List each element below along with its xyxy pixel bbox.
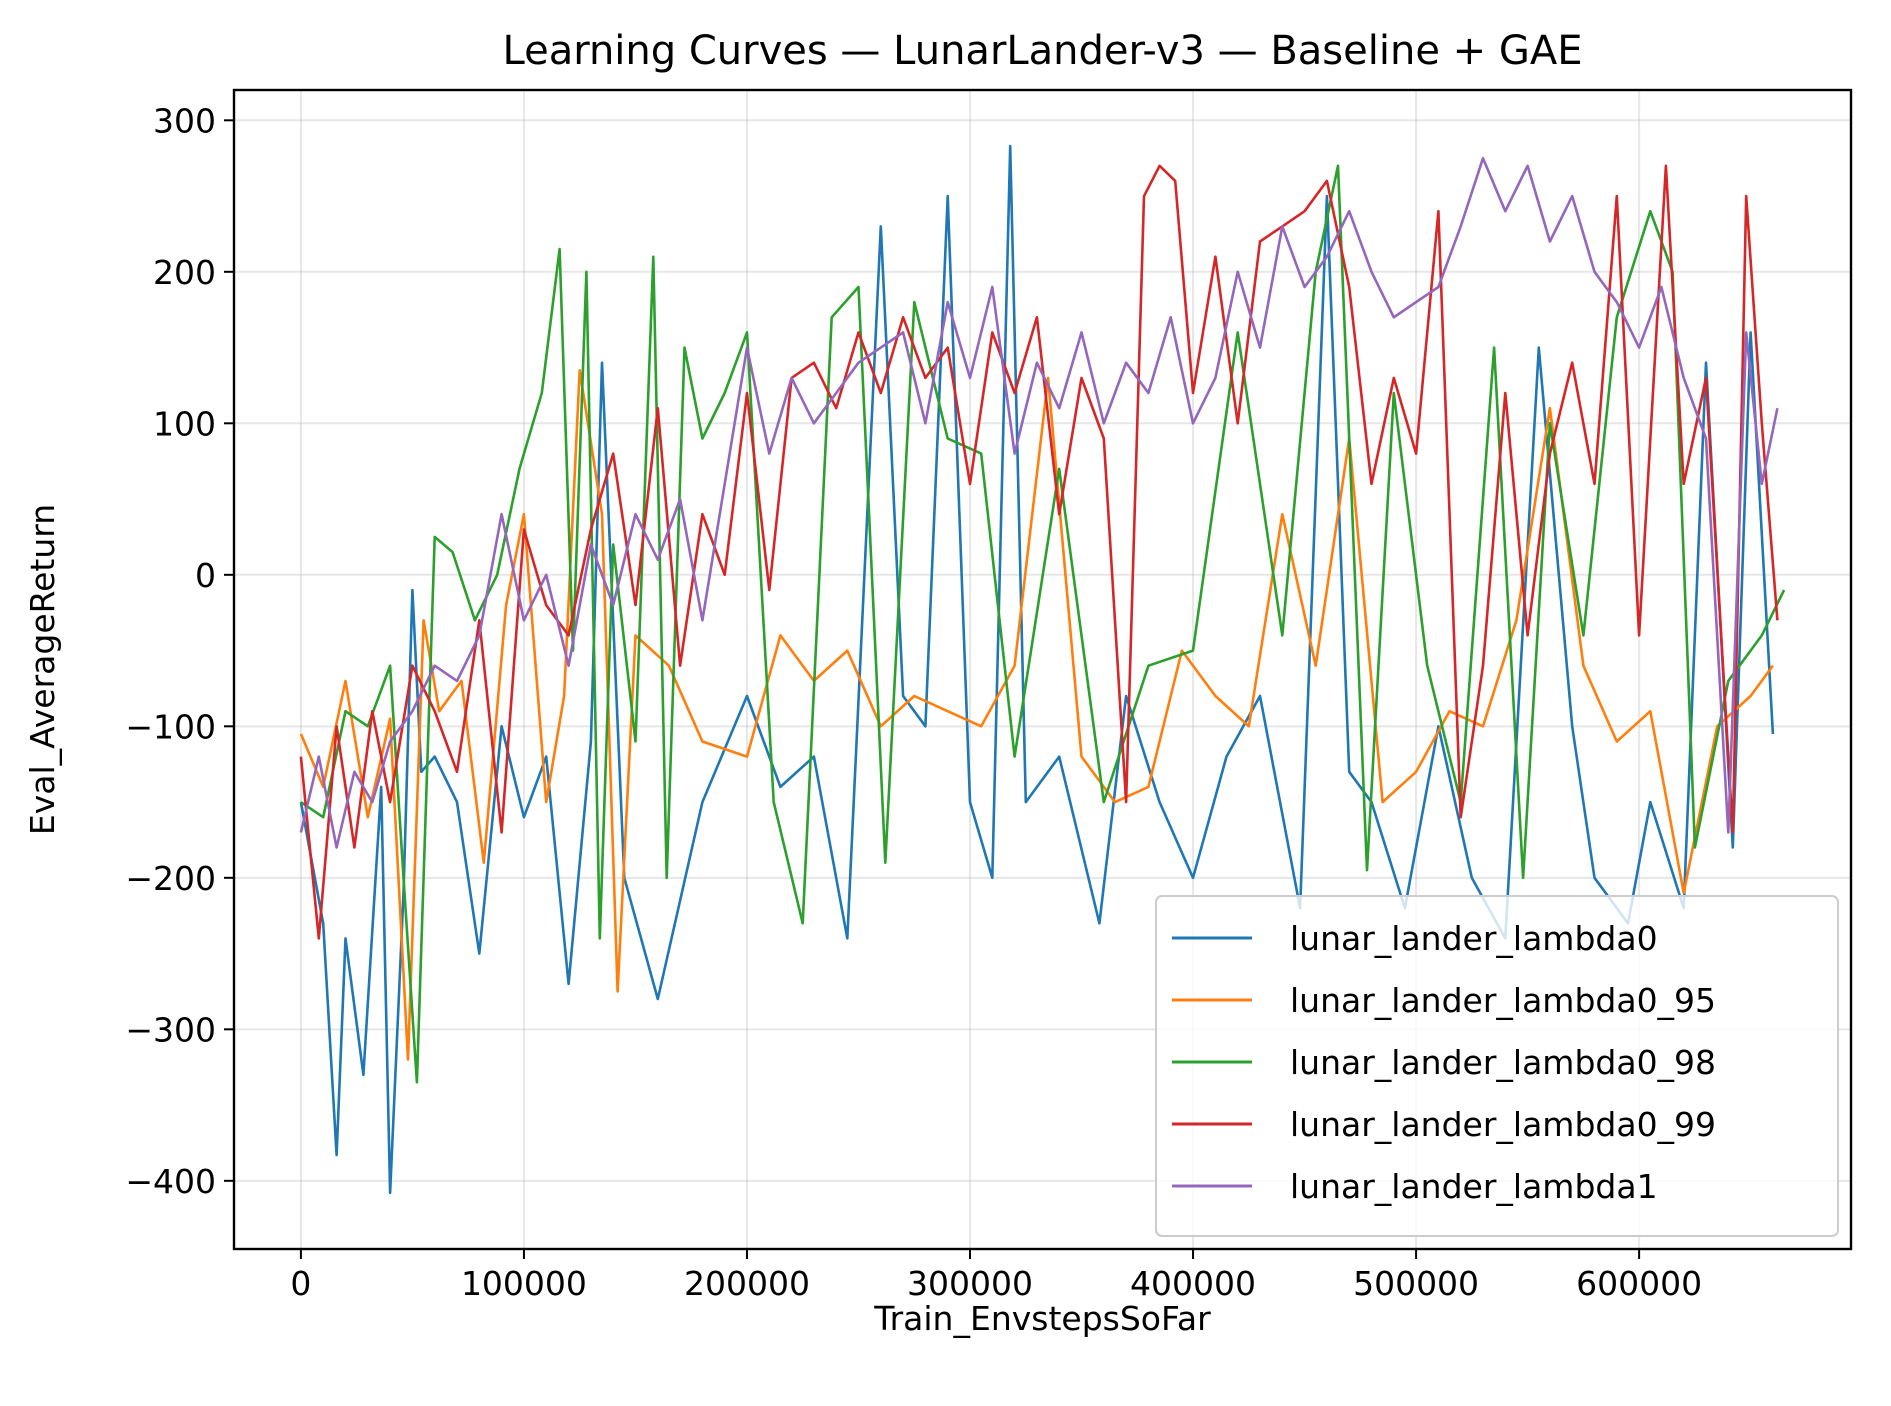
y-tick-label: −200 [125, 859, 216, 898]
x-tick-label: 300000 [907, 1264, 1033, 1303]
y-tick-label: −300 [125, 1010, 216, 1049]
x-tick-label: 600000 [1576, 1264, 1702, 1303]
legend-box [1155, 895, 1839, 1237]
legend-label: lunar_lander_lambda0_98 [1290, 1043, 1716, 1082]
chart-title: Learning Curves — LunarLander-v3 — Basel… [503, 28, 1583, 74]
x-tick-label: 200000 [684, 1264, 810, 1303]
grid [234, 90, 1851, 1249]
y-tick-label: 0 [195, 556, 216, 595]
x-axis-title: Train_EnvstepsSoFar [873, 1299, 1211, 1338]
y-axis-title: Eval_AverageReturn [23, 504, 62, 835]
y-tick-label: −100 [125, 707, 216, 746]
series-line-lunar-lander-lambda0-98 [300, 164, 1786, 1084]
y-tick-label: −400 [125, 1162, 216, 1201]
legend-label: lunar_lander_lambda0 [1290, 919, 1658, 958]
y-tick-label: 300 [153, 101, 216, 140]
legend-label: lunar_lander_lambda0_95 [1290, 981, 1716, 1020]
series-line-lunar-lander-lambda0-95 [299, 368, 1774, 1061]
legend-label: lunar_lander_lambda1 [1290, 1167, 1658, 1206]
series-lines [299, 144, 1786, 1195]
legend-label: lunar_lander_lambda0_99 [1290, 1105, 1716, 1144]
x-tick-label: 0 [290, 1264, 311, 1303]
legend: lunar_lander_lambda0 lunar_lander_lambda0… [1155, 895, 1839, 1237]
x-tick-label: 500000 [1353, 1264, 1479, 1303]
axis-ticks: 0 100000 200000 300000 400000 500000 600000 −40… [125, 101, 1702, 1303]
x-tick-label: 400000 [1130, 1264, 1256, 1303]
y-tick-label: 100 [153, 404, 216, 443]
x-tick-label: 100000 [461, 1264, 587, 1303]
series-line-lunar-lander-lambda1 [299, 156, 1779, 849]
plot-frame [232, 88, 1853, 1251]
y-tick-label: 200 [153, 253, 216, 292]
series-line-lunar-lander-lambda0-99 [299, 164, 1779, 940]
